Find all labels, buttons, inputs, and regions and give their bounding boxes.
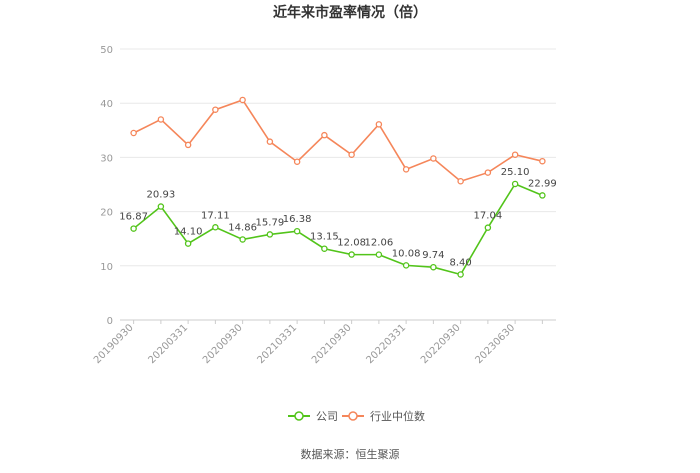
data-point [430,155,437,162]
data-label: 16.87 [119,212,148,223]
data-point [539,192,546,199]
data-point [484,169,492,176]
data-label: 14.86 [228,222,257,233]
data-label: 17.11 [201,210,230,221]
grid-lines [120,48,556,321]
x-tick-label: 20210930 [310,322,354,366]
data-point [184,240,192,247]
data-point [375,121,383,128]
x-tick-label: 20200930 [201,322,245,366]
chart-title: 近年来市盈率情况（倍） [273,4,427,21]
data-point [266,231,274,238]
data-point [130,129,137,137]
source-note: 数据来源：恒生聚源 [301,447,400,461]
y-axis: 0 10 20 30 40 50 [100,45,113,327]
data-point [348,251,355,258]
data-label: 17.04 [474,211,503,222]
x-axis: 20190930 20200331 20200930 20210331 20210930… [92,320,543,366]
data-label: 12.08 [337,238,366,249]
data-label: 10.08 [392,248,421,259]
data-point [157,116,165,123]
y-tick-label: 0 [107,316,113,327]
data-label: 25.10 [501,167,530,178]
legend: 公司 行业中位数 [288,409,425,423]
data-point [130,225,137,232]
x-tick-label: 20220331 [364,322,408,366]
legend-marker [294,411,304,421]
data-point [293,227,301,235]
y-tick-label: 40 [100,99,113,110]
data-point [184,141,192,149]
x-tick-label: 20210331 [255,322,299,366]
data-label: 9.74 [422,250,444,261]
data-point [239,96,246,104]
x-tick-label: 20230630 [473,322,517,366]
data-label: 22.99 [528,178,557,189]
data-point [430,263,437,271]
data-point [266,138,274,145]
data-point [457,177,464,185]
data-label: 13.15 [310,232,339,243]
x-tick-label: 20200331 [146,322,190,366]
data-point [293,158,301,165]
data-point [212,224,219,231]
series-line [133,182,543,276]
data-point [321,245,328,252]
y-tick-label: 10 [100,262,113,273]
data-label: 15.79 [256,217,285,228]
data-point [484,224,492,231]
legend-label: 行业中位数 [370,409,425,423]
y-tick-label: 50 [100,45,113,56]
data-label: 16.38 [283,214,312,225]
data-label: 14.10 [174,227,203,238]
data-point [212,106,219,113]
data-point [239,236,246,243]
data-label: 8.40 [449,257,471,268]
legend-marker [348,411,358,421]
data-point [402,262,410,269]
y-tick-label: 20 [100,208,113,219]
data-point [402,166,410,173]
x-tick-label: 20220930 [419,322,463,366]
legend-label: 公司 [316,410,338,423]
data-label: 20.93 [147,190,176,201]
data-point [511,151,519,158]
data-point [321,131,328,139]
x-tick-label: 20190930 [92,322,136,366]
data-point [511,180,519,188]
data-point [157,203,165,210]
series-line [133,98,543,183]
data-point [348,151,355,158]
data-point [539,157,546,165]
y-tick-label: 30 [100,153,113,164]
data-point [375,251,383,258]
data-point [457,271,464,278]
data-label: 12.06 [365,238,394,249]
